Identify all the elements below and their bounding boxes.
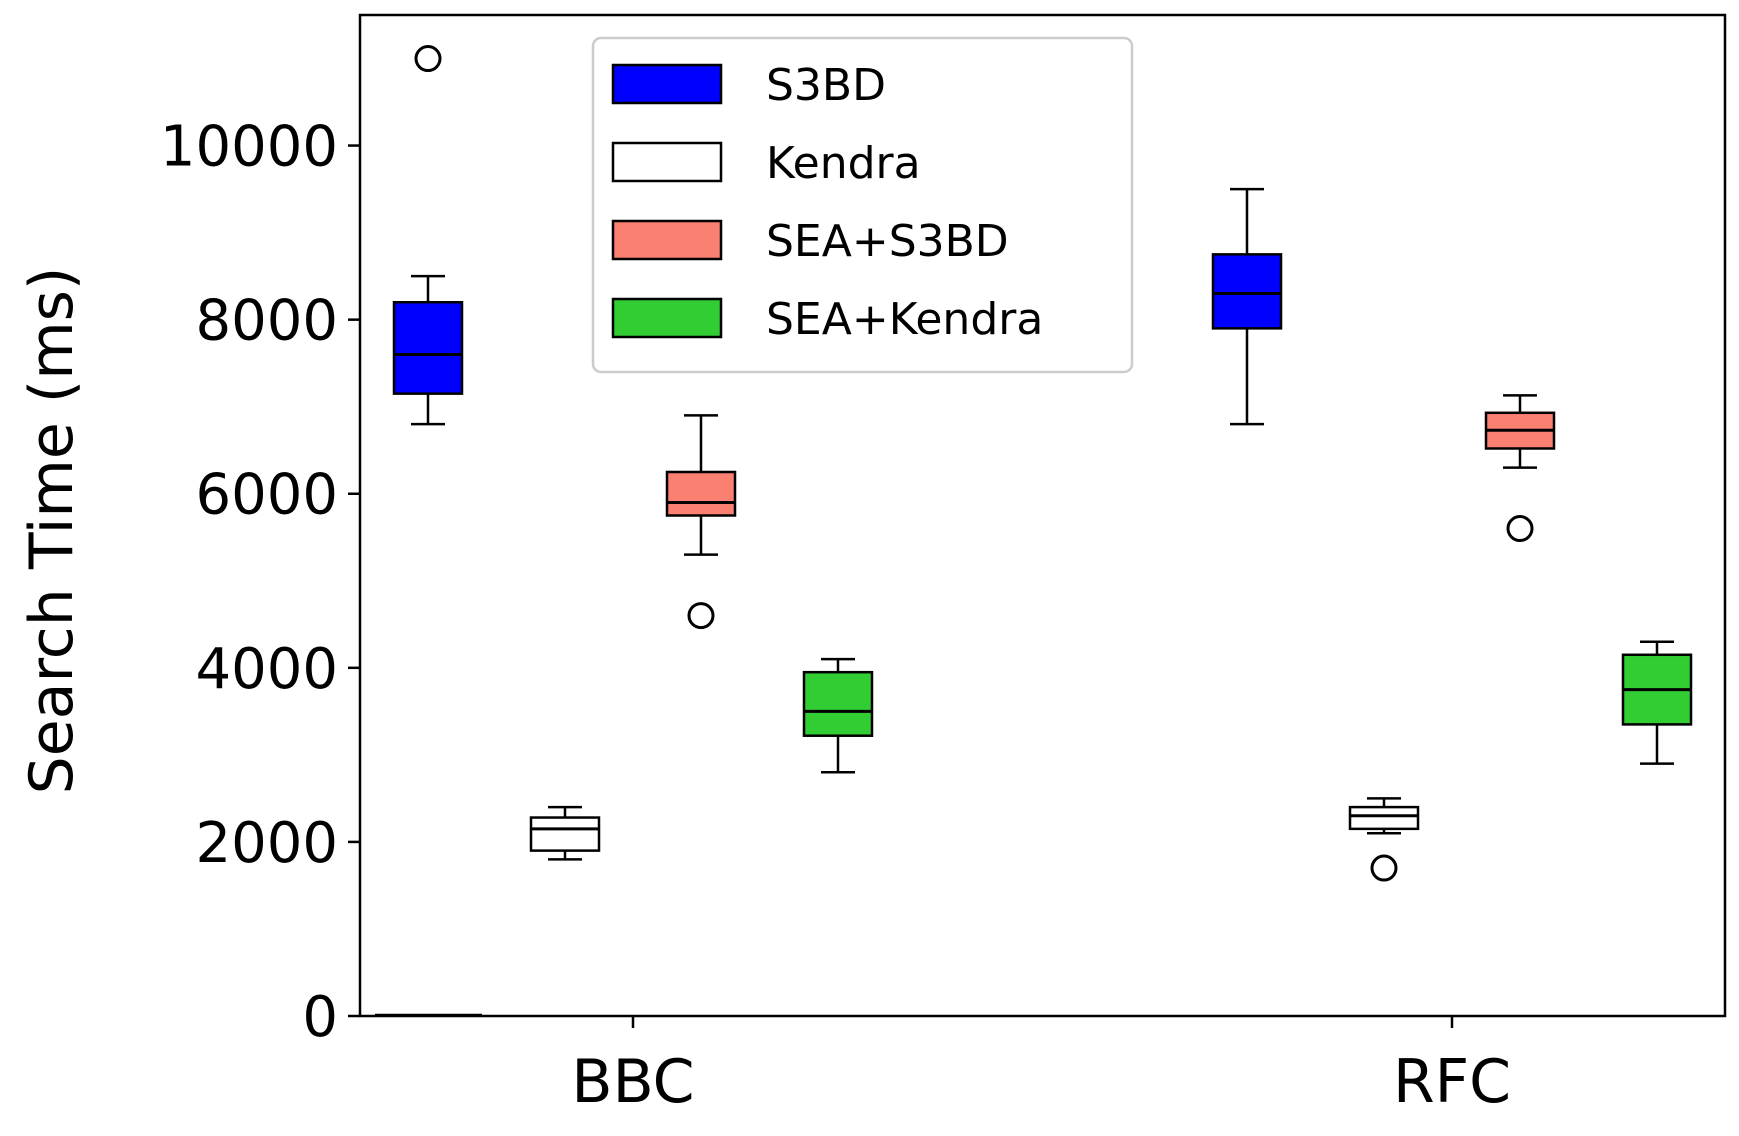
outlier-point bbox=[1370, 854, 1398, 882]
outlier-point bbox=[687, 602, 715, 630]
box-sea-s3bd-bbc bbox=[665, 414, 737, 630]
box-series-layer bbox=[375, 45, 1693, 1017]
y-tick-label: 8000 bbox=[195, 289, 338, 354]
x-axis-ticks: BBC RFC bbox=[571, 1016, 1511, 1117]
legend-swatch bbox=[611, 219, 723, 261]
legend-frame bbox=[591, 36, 1134, 374]
legend-swatch bbox=[611, 297, 723, 339]
x-tick-label: RFC bbox=[1393, 1047, 1511, 1117]
box-kendra-rfc bbox=[1348, 797, 1420, 882]
box-body bbox=[1348, 805, 1420, 831]
box-body bbox=[529, 816, 601, 852]
legend-swatch bbox=[611, 63, 723, 105]
plot-frame bbox=[358, 13, 1727, 1018]
y-axis-label: Search Time (ms) bbox=[17, 267, 87, 795]
legend-label: SEA+Kendra bbox=[766, 294, 1043, 345]
box-s3bd-bbc bbox=[392, 45, 464, 426]
box-body bbox=[665, 470, 737, 517]
box-s3bd-rfc bbox=[1211, 187, 1283, 426]
box-body bbox=[1211, 253, 1283, 330]
x-tick-label: BBC bbox=[571, 1047, 694, 1117]
outlier-point bbox=[1506, 515, 1534, 543]
box-body bbox=[392, 300, 464, 395]
legend-label: S3BD bbox=[766, 60, 886, 111]
legend-label: Kendra bbox=[766, 138, 921, 189]
legend: S3BD Kendra SEA+S3BD SEA+Kendra bbox=[591, 36, 1134, 374]
y-tick-label: 4000 bbox=[195, 637, 338, 702]
box-sea-kendra-rfc bbox=[1621, 640, 1693, 765]
y-tick-label: 6000 bbox=[195, 463, 338, 528]
box-sea-s3bd-rfc bbox=[1484, 394, 1556, 543]
y-axis-ticks: 0 2000 4000 6000 8000 10000 bbox=[160, 115, 360, 1050]
y-tick-label: 0 bbox=[302, 985, 338, 1050]
box-body bbox=[802, 670, 874, 737]
legend-label: SEA+S3BD bbox=[766, 216, 1009, 267]
box-sea-kendra-bbc bbox=[802, 657, 874, 774]
box-kendra-bbc bbox=[529, 805, 601, 861]
legend-swatch bbox=[611, 141, 723, 183]
y-tick-label: 10000 bbox=[160, 115, 338, 180]
y-tick-label: 2000 bbox=[195, 811, 338, 876]
outlier-point bbox=[414, 45, 442, 73]
